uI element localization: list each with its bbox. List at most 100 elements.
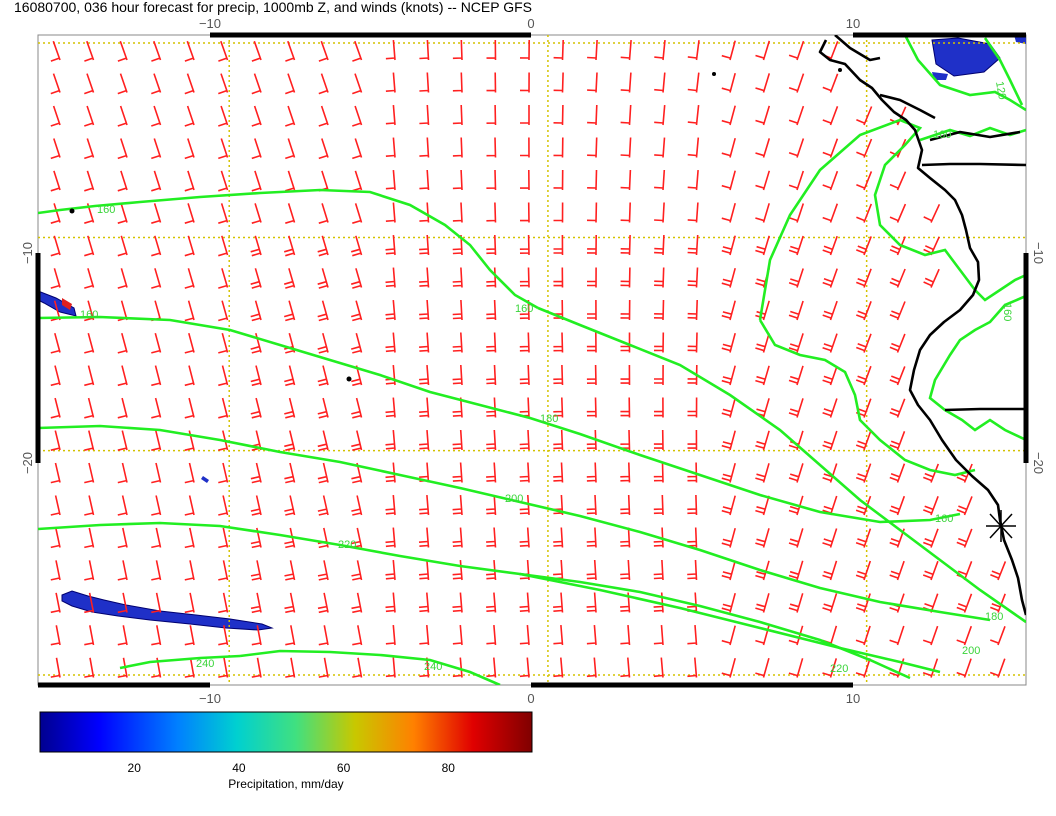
wind-barb <box>117 332 128 354</box>
wind-barb <box>822 658 838 678</box>
wind-barb <box>184 397 195 419</box>
wind-barb <box>586 397 597 418</box>
wind-barb <box>250 560 262 581</box>
wind-barb <box>385 332 396 353</box>
wind-barb <box>184 105 195 127</box>
wind-barb <box>50 365 61 387</box>
wind-barb <box>889 560 905 581</box>
wind-barb <box>922 625 939 646</box>
wind-barb <box>755 657 770 678</box>
wind-barb <box>755 430 770 451</box>
wind-barb <box>419 169 430 191</box>
wind-barb <box>218 397 229 419</box>
wind-barb <box>318 657 329 678</box>
wind-barb <box>486 202 497 223</box>
wind-barb <box>452 560 463 581</box>
wind-barb <box>184 495 195 516</box>
wind-barb <box>654 40 666 61</box>
wind-barb <box>317 332 329 354</box>
wind-barb <box>385 72 396 93</box>
wind-barb <box>419 430 430 451</box>
wind-barb <box>285 625 296 646</box>
contour-line <box>928 294 1026 442</box>
wind-barb <box>654 234 665 256</box>
wind-barb <box>184 625 195 646</box>
wind-barb <box>855 430 872 451</box>
wind-barb <box>889 171 907 191</box>
wind-barb <box>317 235 329 257</box>
wind-barb <box>620 625 631 646</box>
wind-barb <box>755 495 770 516</box>
wind-barb <box>419 234 430 256</box>
wind-barb <box>318 73 329 95</box>
wind-barb <box>84 40 95 62</box>
wind-barb <box>184 268 195 289</box>
left-tick-label: −10 <box>20 242 35 264</box>
wind-barb <box>822 398 838 418</box>
wind-barb <box>687 657 698 678</box>
wind-barb <box>755 235 770 256</box>
wind-barb <box>317 365 329 387</box>
wind-barb <box>184 332 195 354</box>
wind-barb <box>721 657 736 678</box>
wind-barb <box>452 299 463 321</box>
wind-barb <box>218 105 229 127</box>
coastline-africa <box>818 39 1026 616</box>
top-tick-label: 10 <box>846 16 860 31</box>
contour-line <box>919 126 1026 142</box>
wind-barb <box>889 463 906 483</box>
wind-barb <box>587 267 597 288</box>
wind-barb <box>84 560 95 581</box>
wind-barb <box>855 593 871 613</box>
wind-barb <box>755 560 770 581</box>
wind-barb <box>419 299 430 321</box>
wind-barb <box>856 301 872 321</box>
border-gulf-north <box>879 93 936 120</box>
wind-barb <box>519 72 530 93</box>
wind-barb <box>452 267 463 288</box>
wind-barb <box>620 169 632 191</box>
wind-barb <box>687 559 698 581</box>
wind-barb <box>385 202 396 223</box>
wind-barb <box>654 267 665 288</box>
wind-barb <box>990 561 1007 581</box>
wind-barb <box>117 625 128 646</box>
wind-barb <box>486 592 497 613</box>
wind-barb <box>620 202 631 223</box>
wind-barb <box>84 462 95 484</box>
wind-barb <box>687 429 698 451</box>
wind-barb <box>385 430 396 451</box>
wind-barb <box>755 333 770 353</box>
wind-barb <box>352 625 363 646</box>
wind-barb <box>117 495 128 516</box>
wind-barb <box>250 365 262 387</box>
wind-barb <box>250 397 262 419</box>
wind-barb <box>788 300 804 321</box>
wind-barb <box>50 170 61 192</box>
precip-area-west-core <box>62 298 72 310</box>
wind-barb <box>84 268 95 289</box>
wind-barb <box>250 235 262 257</box>
wind-barb <box>956 658 972 678</box>
contour-label: 220 <box>338 539 356 551</box>
bottom-tick-label: −10 <box>199 691 221 706</box>
wind-barb <box>218 235 229 257</box>
wind-barb <box>117 170 128 192</box>
contour-label: 200 <box>505 493 523 505</box>
wind-barb <box>587 104 598 126</box>
wind-barb <box>251 73 262 95</box>
wind-barb <box>755 528 770 548</box>
contour-line <box>38 521 911 680</box>
wind-barb <box>419 72 430 93</box>
colorbar: 20 40 60 80 Precipitation, mm/day <box>39 711 533 791</box>
wind-barb <box>923 463 940 483</box>
wind-barb <box>251 657 262 678</box>
wind-barb <box>687 299 698 321</box>
wind-barb <box>385 527 396 548</box>
wind-barb <box>553 332 564 353</box>
wind-barb <box>520 105 530 125</box>
wind-barb <box>250 300 262 322</box>
wind-barb <box>251 105 262 127</box>
wind-barb <box>385 560 396 581</box>
wind-barb <box>587 169 598 191</box>
